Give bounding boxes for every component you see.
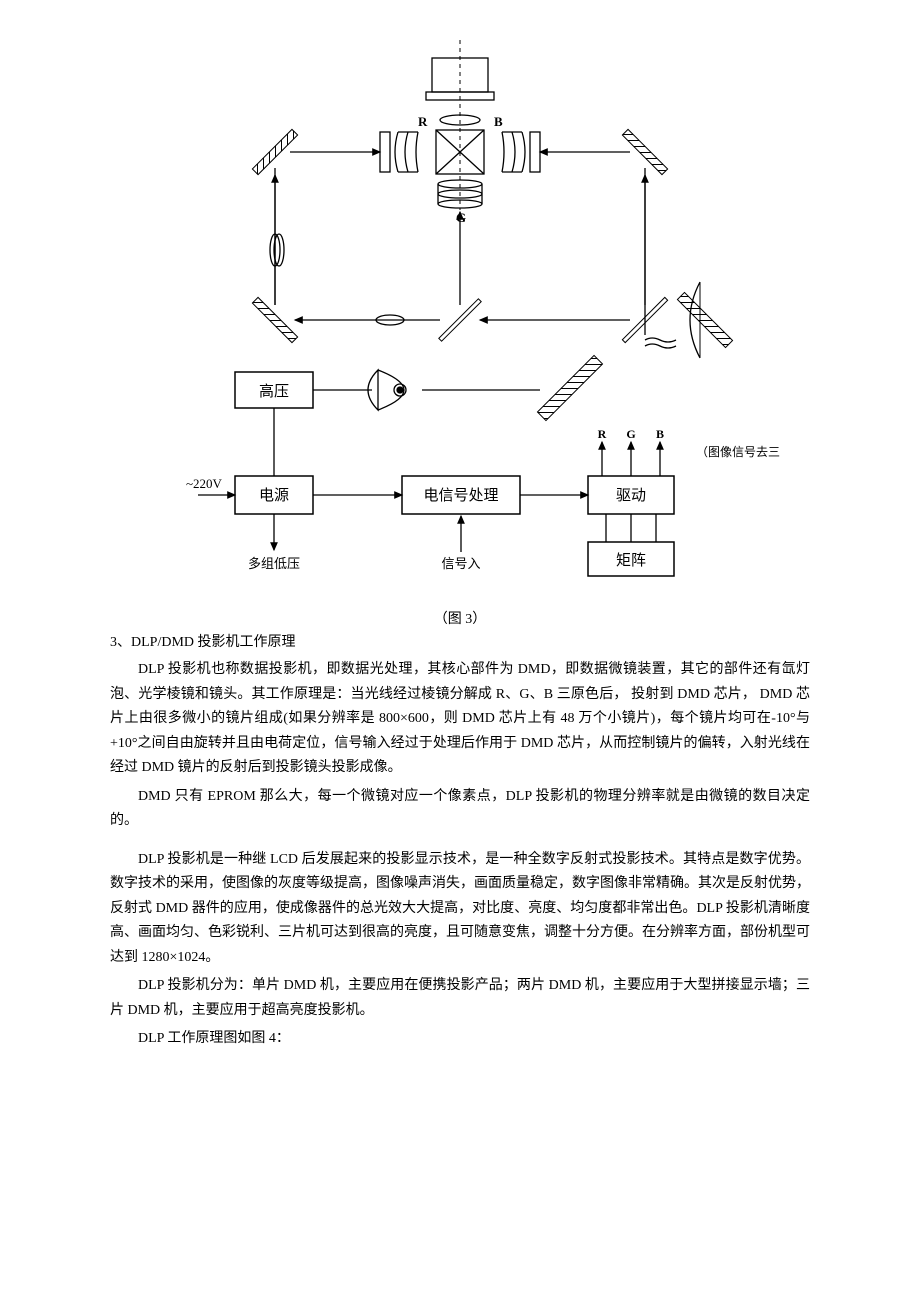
paragraph-3: DLP 投影机是一种继 LCD 后发展起来的投影显示技术，是一种全数字反射式投影… [110,848,810,971]
optical-block-diagram: R B G [140,40,780,600]
label-G: G [456,210,466,225]
paragraph-1: DLP 投影机也称数据投影机，即数据光处理，其核心部件为 DMD，即数据微镜装置… [110,658,810,781]
label-to-lcd: （图像信号去三液晶板） [696,444,780,459]
label-B: B [494,114,503,129]
box-signal-proc: 电信号处理 [423,487,498,504]
figure-3-caption: （图 3） [110,608,810,628]
label-220v: ~220V [186,476,223,491]
box-drive: 驱动 [616,487,646,504]
page: R B G [0,0,920,1116]
box-matrix: 矩阵 [616,552,646,569]
paragraph-5: DLP 工作原理图如图 4： [110,1027,810,1052]
paragraph-4: DLP 投影机分为：单片 DMD 机，主要应用在便携投影产品；两片 DMD 机，… [110,974,810,1023]
rgb-b: B [656,427,664,441]
box-power: 电源 [259,487,289,504]
section-3-title: 3、DLP/DMD 投影机工作原理 [110,632,810,654]
rgb-r: R [598,427,607,441]
figure-3-diagram: R B G [140,40,780,600]
box-high-voltage: 高压 [259,383,289,400]
label-signal-in: 信号入 [441,556,480,571]
paragraph-2: DMD 只有 EPROM 那么大，每一个微镜对应一个像素点，DLP 投影机的物理… [110,785,810,834]
label-R: R [418,114,428,129]
rgb-g: G [626,427,635,441]
label-multi-low: 多组低压 [248,556,300,571]
